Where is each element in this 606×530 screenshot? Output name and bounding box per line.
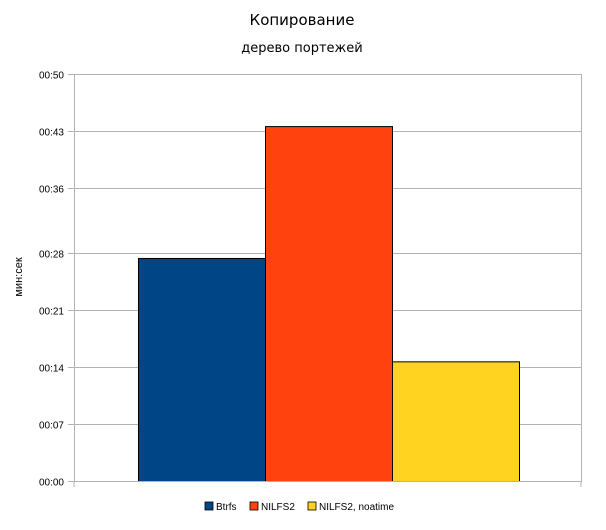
y-axis-ticks: 00:00 00:07 00:14 00:21 00:28 00:36 00:43 00:50 bbox=[39, 71, 74, 489]
legend-label: NILFS2 bbox=[261, 502, 295, 513]
y-tick-label: 00:21 bbox=[39, 307, 64, 318]
y-tick-label: 00:36 bbox=[39, 185, 64, 196]
y-tick-label: 00:00 bbox=[39, 478, 64, 489]
bar-nilfs2 bbox=[265, 126, 393, 482]
legend-label: NILFS2, noatime bbox=[319, 502, 394, 513]
plot-frame bbox=[73, 74, 582, 487]
plot-area-frame bbox=[74, 74, 582, 482]
legend-swatch bbox=[204, 501, 214, 511]
y-tick-label: 00:43 bbox=[39, 128, 64, 139]
legend-swatch bbox=[249, 501, 259, 511]
bars bbox=[138, 126, 520, 483]
legend-swatch bbox=[307, 501, 317, 511]
y-tick-label: 00:50 bbox=[39, 71, 64, 82]
chart-subtitle: дерево портежей bbox=[241, 41, 362, 56]
bar-btrfs bbox=[138, 257, 266, 482]
y-tick-label: 00:14 bbox=[39, 364, 64, 375]
legend: Btrfs NILFS2 NILFS2, noatime bbox=[204, 501, 394, 513]
y-tick-label: 00:28 bbox=[39, 250, 64, 261]
y-tick-label: 00:07 bbox=[39, 421, 64, 432]
legend-label: Btrfs bbox=[216, 502, 237, 513]
y-axis-title: мин:сек bbox=[13, 257, 25, 296]
bar-nilfs2-noatime bbox=[392, 361, 520, 483]
chart-title: Копирование bbox=[250, 11, 355, 29]
